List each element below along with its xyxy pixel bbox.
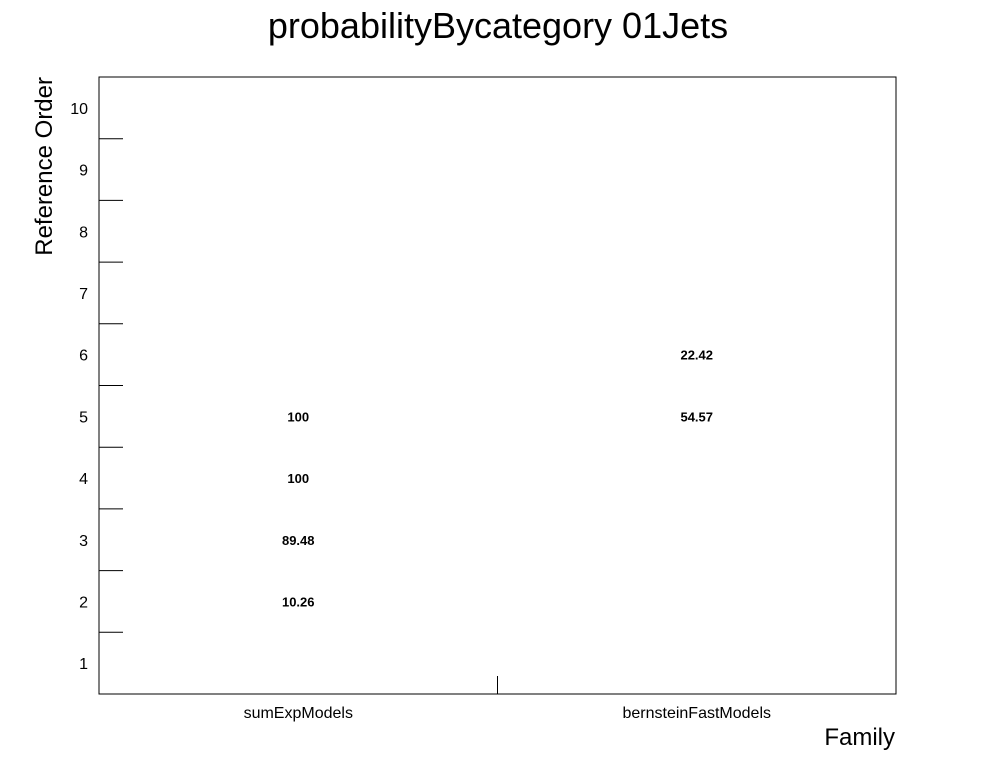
cell-values: 10.26 89.48 100 100 54.57 22.42 xyxy=(282,348,713,610)
cell-value-label: 10.26 xyxy=(282,594,315,609)
y-axis-label: Reference Order xyxy=(31,77,58,256)
cell-value-label: 100 xyxy=(287,409,309,424)
y-tick-label: 1 xyxy=(79,656,88,673)
y-tick-label: 3 xyxy=(79,533,88,550)
x-tick-label: bernsteinFastModels xyxy=(622,705,771,722)
cell-value-label: 89.48 xyxy=(282,533,315,548)
chart-title: probabilityBycategory 01Jets xyxy=(268,5,728,46)
y-tick-label: 4 xyxy=(79,471,88,488)
x-tick-label: sumExpModels xyxy=(244,705,353,722)
cell-value-label: 54.57 xyxy=(680,409,713,424)
y-tick-label: 9 xyxy=(79,163,88,180)
y-tick-label: 5 xyxy=(79,409,88,426)
y-tick-label: 2 xyxy=(79,594,88,611)
y-tick-label: 10 xyxy=(70,101,88,118)
x-axis-tick-labels: sumExpModels bernsteinFastModels xyxy=(244,705,771,722)
cell-value-label: 100 xyxy=(287,471,309,486)
y-tick-label: 7 xyxy=(79,286,88,303)
y-axis-tick-labels: 1 2 3 4 5 6 7 8 9 10 xyxy=(70,101,88,673)
x-axis-label: Family xyxy=(824,724,895,751)
y-tick-label: 8 xyxy=(79,224,88,241)
y-axis-ticks xyxy=(99,138,123,633)
cell-value-label: 22.42 xyxy=(680,348,713,363)
plot-frame xyxy=(98,76,897,695)
y-tick-label: 6 xyxy=(79,348,88,365)
